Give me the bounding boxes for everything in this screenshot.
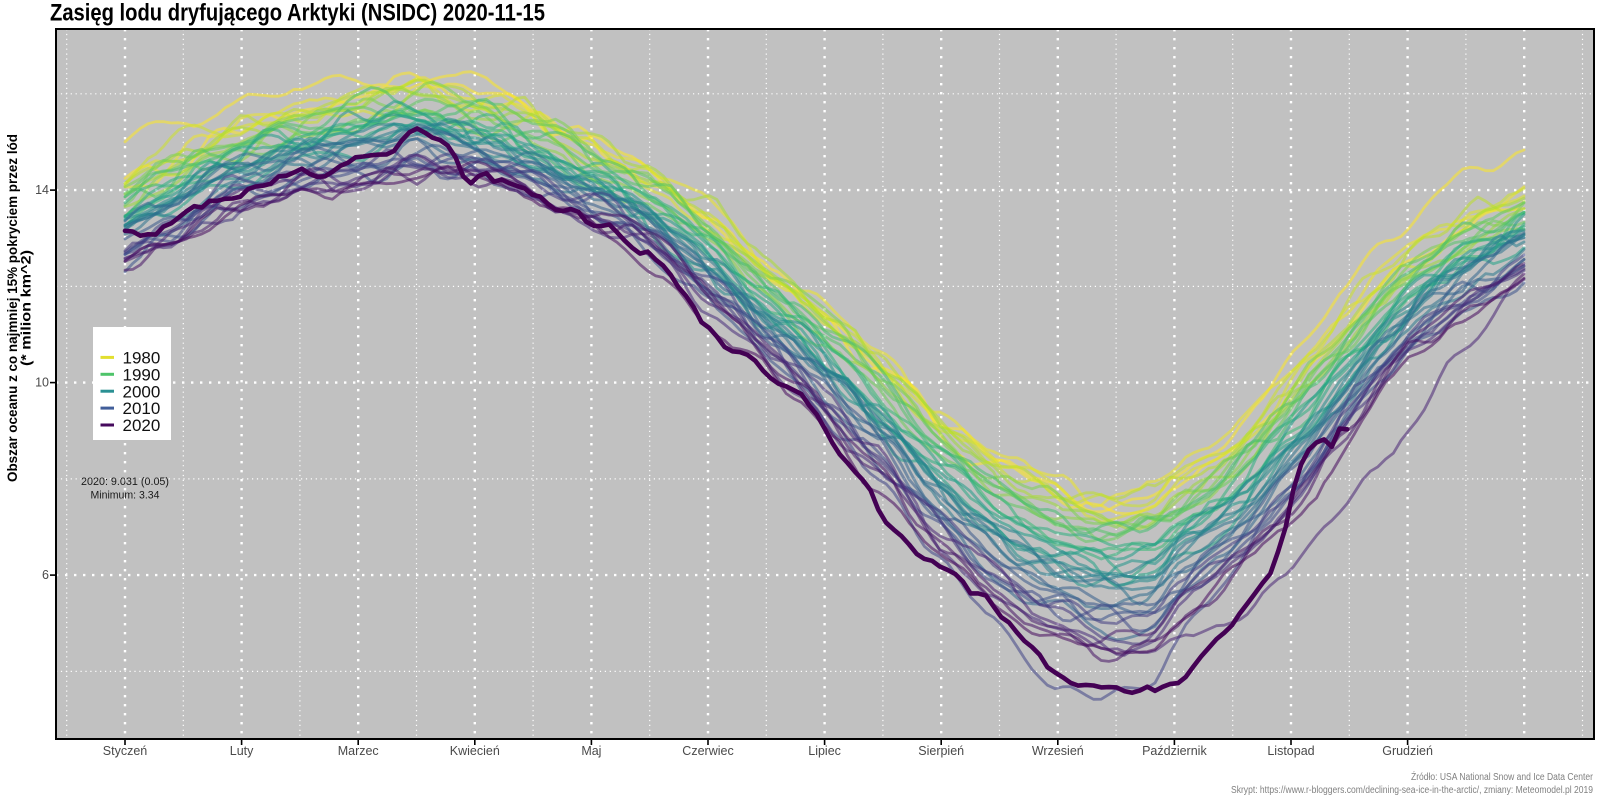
svg-text:2020: 9.031 (0.05): 2020: 9.031 (0.05) [81, 476, 169, 488]
svg-text:Luty: Luty [230, 744, 254, 758]
svg-text:Zasięg lodu dryfującego Arktyk: Zasięg lodu dryfującego Arktyki (NSIDC) … [50, 0, 545, 27]
svg-text:Maj: Maj [581, 744, 601, 758]
svg-text:Obszar oceanu z co najmniej 15: Obszar oceanu z co najmniej 15% pokrycie… [5, 134, 20, 482]
svg-text:Czerwiec: Czerwiec [682, 744, 733, 758]
svg-text:Kwiecień: Kwiecień [450, 744, 500, 758]
svg-text:Wrzesień: Wrzesień [1032, 744, 1084, 758]
svg-text:1980: 1980 [123, 349, 161, 368]
svg-text:10: 10 [35, 376, 49, 390]
svg-text:Skrypt: https://www.r-bloggers: Skrypt: https://www.r-bloggers.com/decli… [1231, 785, 1593, 796]
svg-text:Źródło: USA National Snow and: Źródło: USA National Snow and Ice Data C… [1411, 772, 1594, 783]
svg-text:Sierpień: Sierpień [918, 744, 964, 758]
svg-text:2000: 2000 [123, 382, 161, 401]
svg-text:Minimum: 3.34: Minimum: 3.34 [91, 490, 160, 502]
svg-text:Lipiec: Lipiec [808, 744, 841, 758]
svg-text:Październik: Październik [1142, 744, 1207, 758]
svg-text:Styczeń: Styczeń [103, 744, 148, 758]
svg-text:Listopad: Listopad [1267, 744, 1314, 758]
svg-text:2020: 2020 [123, 416, 161, 435]
svg-text:1990: 1990 [123, 365, 161, 384]
svg-text:6: 6 [42, 568, 49, 582]
svg-text:Marzec: Marzec [338, 744, 379, 758]
svg-text:Grudzień: Grudzień [1382, 744, 1433, 758]
svg-text:14: 14 [35, 183, 49, 197]
svg-text:2010: 2010 [123, 399, 161, 418]
svg-text:(* milion km^2): (* milion km^2) [19, 250, 34, 366]
